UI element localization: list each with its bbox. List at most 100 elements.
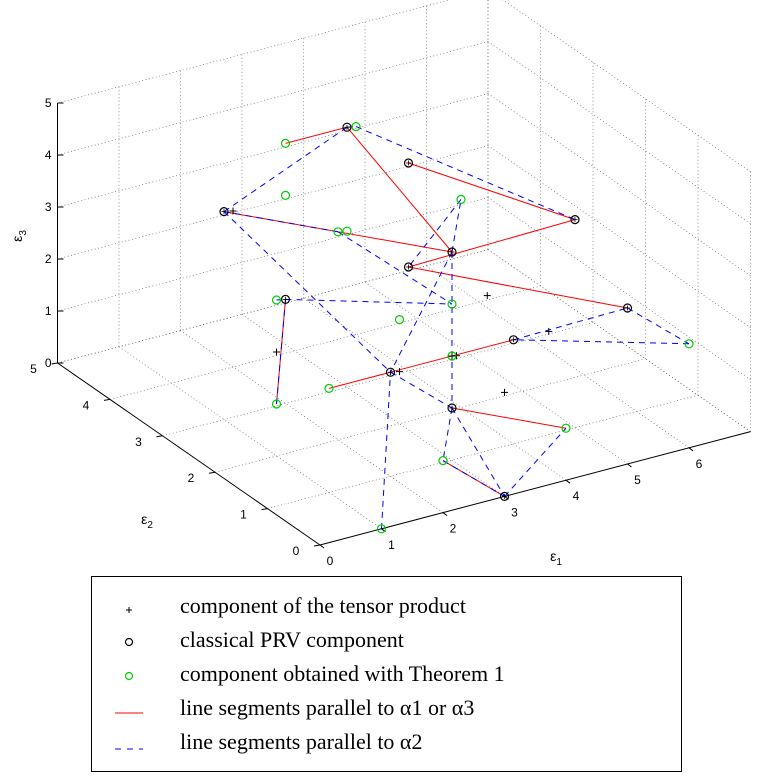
side-gridline-z xyxy=(487,145,751,328)
theorem-circle-marker xyxy=(324,383,334,393)
theorem-circle-marker xyxy=(280,190,291,200)
alpha2-segment xyxy=(513,307,628,341)
prv-circle-marker xyxy=(219,207,229,217)
z-tick-label: 5 xyxy=(45,96,52,110)
floor-gridline-x xyxy=(118,346,382,530)
floor-gridline-x xyxy=(487,249,751,432)
floor-gridline-x xyxy=(241,314,505,497)
y-tick-label: 3 xyxy=(135,435,142,449)
y-tick-label: 1 xyxy=(240,508,247,522)
prv-circle-marker xyxy=(447,403,457,413)
green-circle-marker-icon xyxy=(124,671,134,681)
floor-gridline-x xyxy=(364,281,628,465)
legend: component of the tensor product classica… xyxy=(91,576,682,772)
z-tick-label: 4 xyxy=(45,148,52,162)
legend-item-theorem: component obtained with Theorem 1 xyxy=(92,657,681,691)
alpha2-segment xyxy=(627,307,690,345)
alpha13-segment xyxy=(346,126,453,253)
alpha2-segment xyxy=(442,460,505,497)
plus-marker-icon xyxy=(126,607,132,613)
y-tick-label: 5 xyxy=(30,362,37,376)
back-gridline-z xyxy=(57,197,489,312)
legend-label-alpha13: line segments parallel to α1 or α3 xyxy=(180,695,475,720)
side-gridline-z xyxy=(502,0,751,172)
theorem-circle-marker xyxy=(271,295,282,305)
x-tick-mark xyxy=(319,544,325,549)
side-gridline-z xyxy=(487,249,751,432)
y-axis-line xyxy=(57,362,321,546)
legend-item-prv: classical PRV component xyxy=(92,623,681,657)
x-tick-label: 4 xyxy=(573,489,580,503)
alpha2-segment xyxy=(513,339,690,345)
y-tick-label: 2 xyxy=(188,471,195,485)
y-tick-label: 0 xyxy=(293,544,300,558)
prv-circle-marker xyxy=(385,367,396,377)
z-axis-label: ε3 xyxy=(9,230,29,242)
side-gridline-z xyxy=(487,93,751,276)
x-tick-label: 0 xyxy=(327,554,334,568)
alpha2-segment xyxy=(390,251,453,373)
z-tick-label: 0 xyxy=(45,356,52,370)
prv-circle-marker xyxy=(499,491,510,501)
alpha2-segment xyxy=(451,199,462,253)
prv-circle-marker xyxy=(280,294,291,304)
theorem-circle-marker xyxy=(438,456,448,466)
blue-dashed-line-icon xyxy=(115,748,143,750)
y-tick-mark xyxy=(103,398,111,401)
side-gridline-z xyxy=(487,41,751,224)
y-tick-mark xyxy=(208,471,216,474)
prv-circle-marker xyxy=(403,158,414,168)
alpha2-segment xyxy=(408,199,462,268)
x-tick-label: 5 xyxy=(634,473,641,487)
alpha13-segment xyxy=(451,407,567,429)
legend-item-alpha2: line segments parallel to α2 xyxy=(92,725,681,759)
axes-layer xyxy=(51,102,751,549)
theorem-circle-marker xyxy=(271,399,282,409)
y-tick-mark xyxy=(156,435,163,438)
alpha2-segment xyxy=(451,407,505,497)
legend-item-tensor: component of the tensor product xyxy=(92,589,681,623)
prv-circle-marker xyxy=(447,247,457,257)
alpha13-segment xyxy=(285,126,348,144)
alpha2-segment xyxy=(285,298,453,305)
x-tick-label: 3 xyxy=(511,505,518,519)
theorem-circle-marker xyxy=(376,524,387,534)
prv-circle-marker xyxy=(403,262,414,272)
legend-item-alpha13: line segments parallel to α1 or α3 xyxy=(92,691,681,725)
legend-label-prv: classical PRV component xyxy=(180,627,404,652)
alpha2-segment xyxy=(337,231,453,305)
z-tick-label: 3 xyxy=(45,200,52,214)
y-tick-label: 4 xyxy=(83,398,90,412)
floor-gridline-y xyxy=(109,285,541,400)
back-gridline-z xyxy=(57,41,489,156)
theorem-circle-marker xyxy=(447,351,457,361)
theorem-circle-marker xyxy=(333,227,343,237)
side-gridline-z xyxy=(487,197,751,380)
back-gridline-z xyxy=(57,145,489,260)
floor-gridline-x xyxy=(426,265,690,449)
legend-label-tensor: component of the tensor product xyxy=(180,593,466,618)
x-tick-mark xyxy=(688,447,694,452)
alpha2-segment xyxy=(223,126,348,213)
alpha2-segment xyxy=(381,372,391,529)
x-tick-mark xyxy=(565,479,571,484)
black-circle-marker-icon xyxy=(124,637,134,647)
floor-gridline-y xyxy=(214,358,646,473)
theorem-circle-marker xyxy=(456,194,466,204)
grid-layer xyxy=(57,0,751,546)
theorem-circle-marker xyxy=(280,138,291,148)
y-tick-mark xyxy=(313,544,321,547)
prv-circle-marker xyxy=(508,335,519,345)
prv-circle-marker xyxy=(342,122,352,132)
alpha13-segment xyxy=(328,371,391,389)
alpha13-segment xyxy=(276,299,286,405)
x-tick-label: 6 xyxy=(696,457,703,471)
floor-gridline-x xyxy=(303,297,567,481)
alpha2-segment xyxy=(504,427,567,497)
theorem-circle-marker xyxy=(394,315,405,325)
alpha2-segment xyxy=(390,371,453,409)
theorem-circle-marker xyxy=(342,226,352,236)
alpha13-segment xyxy=(408,219,576,268)
